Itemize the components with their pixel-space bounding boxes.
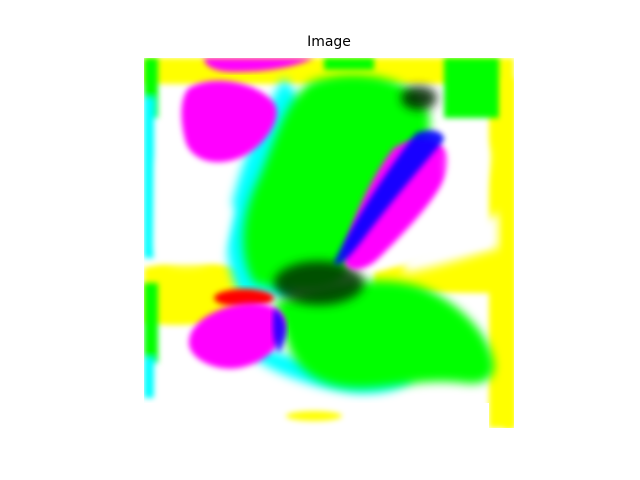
pixel-image (144, 58, 514, 428)
image-title: Image (307, 34, 351, 50)
image-display (144, 58, 514, 428)
